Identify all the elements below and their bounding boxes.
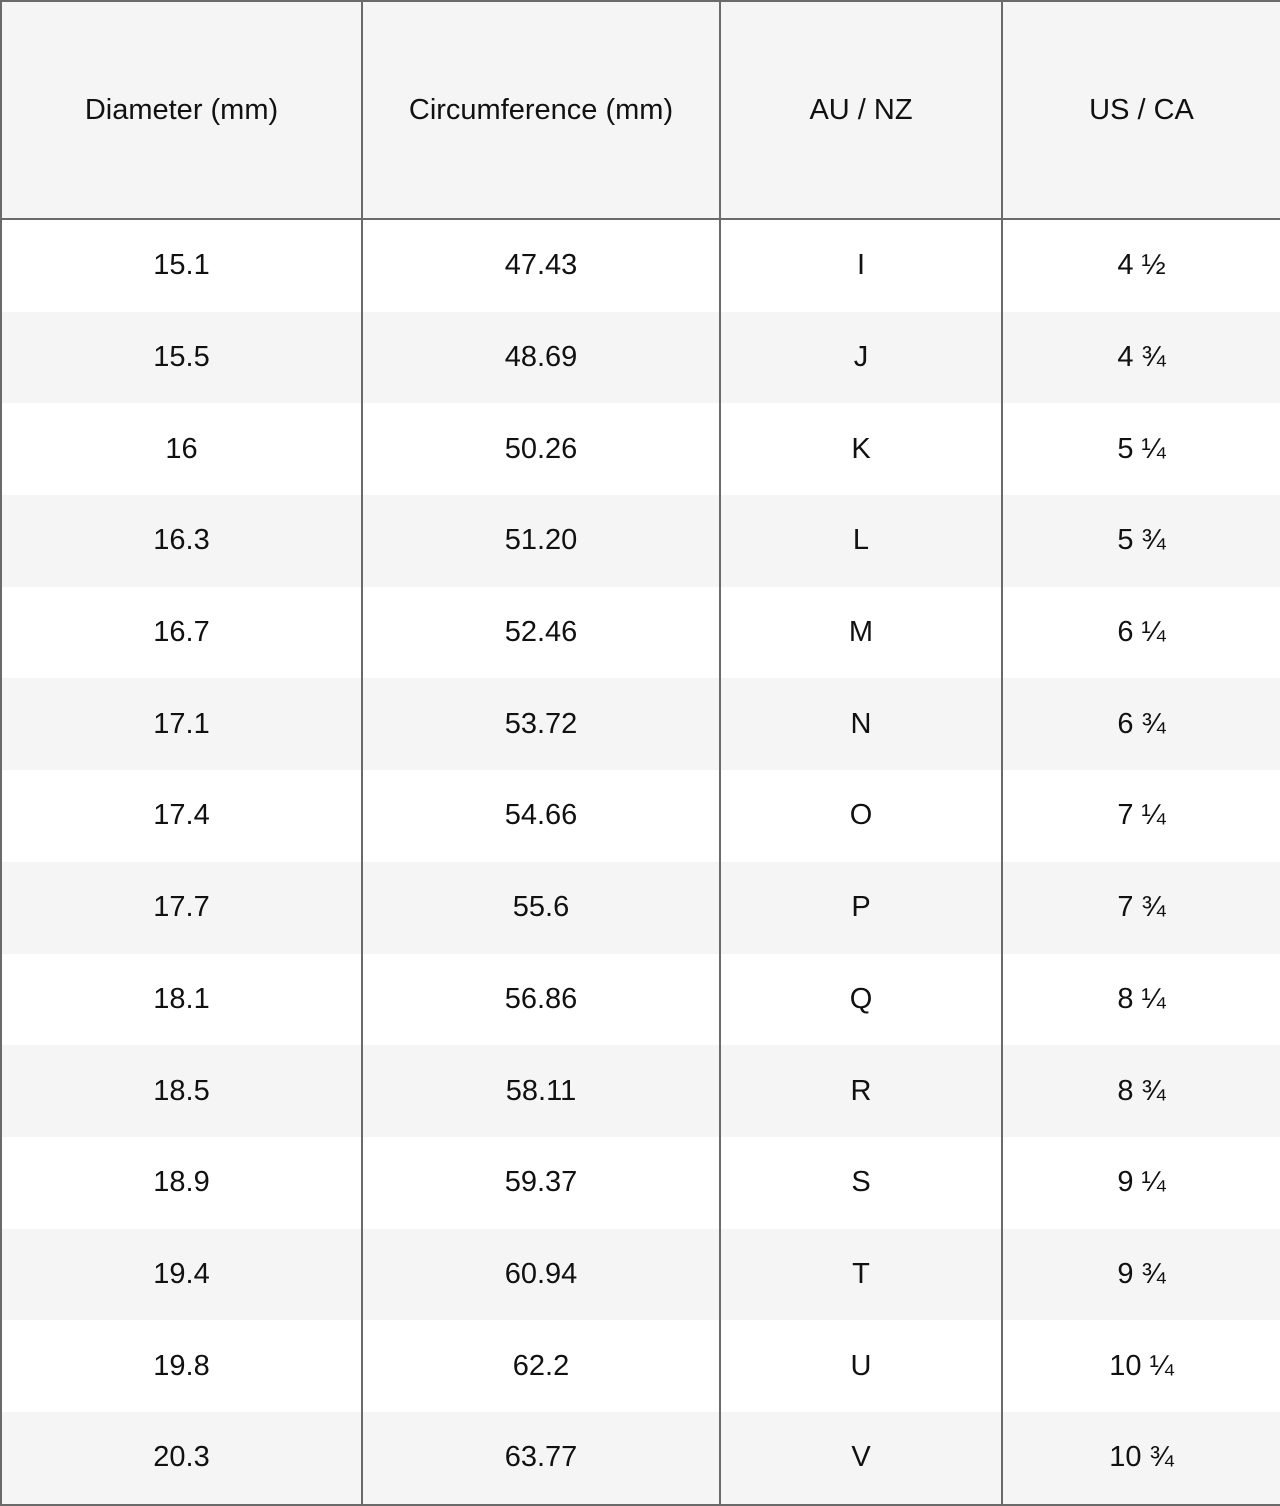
- table-row: 19.4 60.94 T 9 ¾: [0, 1228, 1280, 1321]
- table-row: 15.5 48.69 J 4 ¾: [0, 311, 1280, 404]
- cell-us-ca: 10 ¾: [1001, 1411, 1280, 1506]
- header-diameter: Diameter (mm): [0, 0, 363, 220]
- cell-diameter: 15.1: [0, 219, 363, 312]
- header-circumference: Circumference (mm): [361, 0, 721, 220]
- cell-diameter: 17.7: [0, 861, 363, 954]
- cell-us-ca: 9 ¾: [1001, 1228, 1280, 1321]
- cell-au-nz: J: [719, 311, 1003, 404]
- cell-us-ca: 4 ½: [1001, 219, 1280, 312]
- cell-circumference: 55.6: [361, 861, 721, 954]
- table-row: 18.5 58.11 R 8 ¾: [0, 1045, 1280, 1137]
- cell-circumference: 58.11: [361, 1045, 721, 1137]
- cell-us-ca: 9 ¼: [1001, 1136, 1280, 1229]
- cell-au-nz: R: [719, 1045, 1003, 1137]
- cell-diameter: 16.7: [0, 586, 363, 679]
- cell-diameter: 20.3: [0, 1411, 363, 1506]
- cell-circumference: 59.37: [361, 1136, 721, 1229]
- cell-au-nz: L: [719, 495, 1003, 587]
- cell-us-ca: 10 ¼: [1001, 1320, 1280, 1412]
- header-row: Diameter (mm) Circumference (mm) AU / NZ…: [0, 0, 1280, 220]
- cell-us-ca: 8 ¼: [1001, 953, 1280, 1046]
- cell-circumference: 52.46: [361, 586, 721, 679]
- cell-circumference: 48.69: [361, 311, 721, 404]
- cell-diameter: 18.5: [0, 1045, 363, 1137]
- header-au-nz: AU / NZ: [719, 0, 1003, 220]
- cell-au-nz: O: [719, 770, 1003, 862]
- table-row: 16.3 51.20 L 5 ¾: [0, 495, 1280, 587]
- cell-diameter: 18.9: [0, 1136, 363, 1229]
- cell-au-nz: Q: [719, 953, 1003, 1046]
- cell-circumference: 63.77: [361, 1411, 721, 1506]
- cell-us-ca: 7 ¾: [1001, 861, 1280, 954]
- cell-us-ca: 5 ¼: [1001, 403, 1280, 496]
- cell-circumference: 47.43: [361, 219, 721, 312]
- cell-diameter: 19.8: [0, 1320, 363, 1412]
- cell-us-ca: 8 ¾: [1001, 1045, 1280, 1137]
- cell-au-nz: K: [719, 403, 1003, 496]
- cell-diameter: 18.1: [0, 953, 363, 1046]
- cell-au-nz: S: [719, 1136, 1003, 1229]
- cell-diameter: 16: [0, 403, 363, 496]
- cell-au-nz: U: [719, 1320, 1003, 1412]
- table-row: 18.1 56.86 Q 8 ¼: [0, 953, 1280, 1046]
- table-row: 19.8 62.2 U 10 ¼: [0, 1320, 1280, 1412]
- cell-circumference: 56.86: [361, 953, 721, 1046]
- cell-diameter: 15.5: [0, 311, 363, 404]
- cell-diameter: 19.4: [0, 1228, 363, 1321]
- cell-us-ca: 6 ¼: [1001, 586, 1280, 679]
- cell-us-ca: 7 ¼: [1001, 770, 1280, 862]
- cell-circumference: 51.20: [361, 495, 721, 587]
- cell-au-nz: V: [719, 1411, 1003, 1506]
- cell-diameter: 16.3: [0, 495, 363, 587]
- cell-circumference: 50.26: [361, 403, 721, 496]
- table-row: 16 50.26 K 5 ¼: [0, 403, 1280, 496]
- table-row: 17.4 54.66 O 7 ¼: [0, 770, 1280, 862]
- table-row: 17.7 55.6 P 7 ¾: [0, 861, 1280, 954]
- cell-circumference: 53.72: [361, 678, 721, 771]
- cell-au-nz: T: [719, 1228, 1003, 1321]
- cell-us-ca: 4 ¾: [1001, 311, 1280, 404]
- cell-us-ca: 5 ¾: [1001, 495, 1280, 587]
- cell-circumference: 54.66: [361, 770, 721, 862]
- table-row: 20.3 63.77 V 10 ¾: [0, 1411, 1280, 1506]
- table-row: 16.7 52.46 M 6 ¼: [0, 586, 1280, 679]
- cell-circumference: 62.2: [361, 1320, 721, 1412]
- header-us-ca: US / CA: [1001, 0, 1280, 220]
- table-row: 17.1 53.72 N 6 ¾: [0, 678, 1280, 771]
- table-row: 15.1 47.43 I 4 ½: [0, 219, 1280, 312]
- cell-circumference: 60.94: [361, 1228, 721, 1321]
- cell-diameter: 17.1: [0, 678, 363, 771]
- table-row: 18.9 59.37 S 9 ¼: [0, 1136, 1280, 1229]
- cell-au-nz: N: [719, 678, 1003, 771]
- cell-diameter: 17.4: [0, 770, 363, 862]
- cell-au-nz: M: [719, 586, 1003, 679]
- cell-au-nz: P: [719, 861, 1003, 954]
- cell-au-nz: I: [719, 219, 1003, 312]
- cell-us-ca: 6 ¾: [1001, 678, 1280, 771]
